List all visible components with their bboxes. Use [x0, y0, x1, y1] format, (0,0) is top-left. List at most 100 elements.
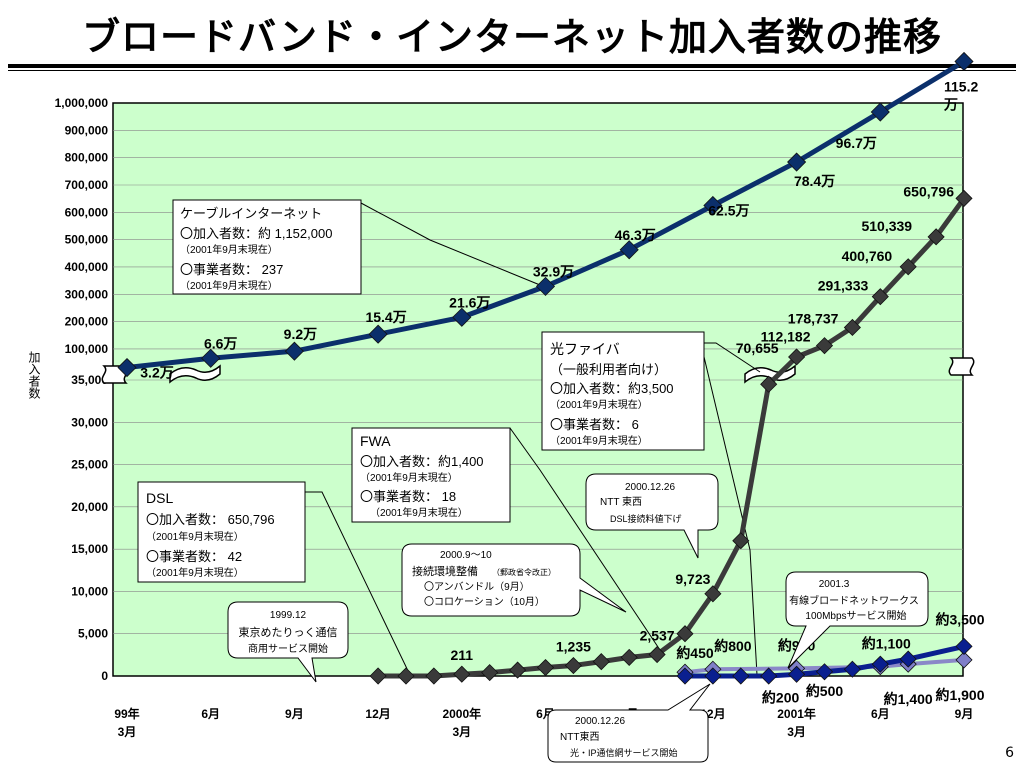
data-point-marker: [955, 651, 973, 669]
fwa-box-subs-date: （2001年9月末現在）: [360, 471, 458, 484]
fiber-box-title: 光ファイバ: [550, 341, 620, 357]
data-point-marker: [843, 318, 861, 337]
series-2: [676, 651, 973, 681]
dsl-box-title: DSL: [146, 490, 173, 506]
c2001-3-line2: 100Mbpsサービス開始: [805, 609, 906, 622]
cable-label: 15.4万: [365, 309, 406, 325]
dsl-label: 9,723: [675, 571, 710, 587]
axis-break-marks: [101, 357, 975, 384]
x-tick-label: 12月: [365, 707, 390, 721]
series-1: [369, 189, 973, 685]
y-tick-label: 25,000: [71, 458, 108, 472]
data-point-marker: [815, 663, 834, 681]
series-0: [117, 51, 974, 378]
data-point-marker: [592, 653, 610, 671]
y-tick-label: 700,000: [65, 178, 109, 192]
cable-label: 21.6万: [449, 294, 490, 310]
data-point-marker: [452, 307, 472, 327]
data-point-marker: [676, 667, 694, 685]
fwa-box-biz: 〇事業者数： 18: [360, 489, 456, 504]
data-point-marker: [535, 276, 556, 296]
cable-label: 3.2万: [140, 365, 173, 381]
data-point-marker: [815, 337, 834, 355]
title-divider: [8, 64, 1016, 68]
cable-label: 62.5万: [708, 202, 749, 218]
cable-box-title: ケーブルインターネット: [180, 206, 322, 221]
c2000-9-line1-note: （郵政省令改正）: [492, 567, 556, 577]
connector-line: [699, 339, 758, 676]
dsl-label: 211: [451, 647, 474, 663]
c2000-12b-line1: NTT東西: [560, 730, 599, 743]
series-3: [676, 637, 973, 685]
x-tick-labels: 99年3月6月9月12月2000年3月6月9月12月2001年3月6月9月: [114, 706, 973, 739]
data-point-marker: [369, 667, 387, 685]
callout-2000-12-fiber: 2000.12.26 NTT東西 光・IP通信網サービス開始: [547, 683, 711, 763]
data-point-marker: [536, 658, 555, 677]
fwa-box-title: FWA: [360, 433, 391, 449]
fwa-label: 約1,400: [884, 691, 933, 707]
connector-line: [360, 202, 541, 286]
data-point-marker: [453, 665, 471, 683]
data-point-marker: [509, 661, 527, 679]
c1999-date: 1999.12: [270, 610, 307, 621]
y-tick-label: 20,000: [71, 500, 108, 514]
dsl-box-biz: 〇事業者数： 42: [146, 549, 242, 564]
callout-connectors: [305, 202, 761, 676]
dsl-label: 1,235: [556, 639, 591, 655]
c2001-3-line1: 有線ブロードネットワークス: [789, 594, 919, 607]
c1999-line2: 商用サービス開始: [248, 642, 328, 655]
cable-label: 115.2 万: [943, 78, 978, 112]
fiber-box-subs-date: （2001年9月末現在）: [550, 398, 648, 411]
dsl-info-box: DSL 〇加入者数： 650,796 （2001年9月末現在） 〇事業者数： 4…: [137, 481, 306, 583]
y-tick-label: 5,000: [78, 627, 108, 641]
data-point-marker: [397, 667, 415, 685]
data-point-marker: [425, 667, 443, 685]
data-point-marker: [704, 667, 722, 685]
c2000-12a-line2: DSL接続料値下げ: [610, 513, 682, 524]
x-tick-label: 2000年 3月: [442, 706, 481, 739]
title-divider-thin: [8, 70, 1016, 71]
cable-label: 78.4万: [794, 173, 835, 189]
y-axis-label: 加入者数: [27, 351, 41, 400]
data-point-marker: [481, 664, 499, 682]
fwa-label: 約800: [714, 638, 752, 654]
callout-2000-9: 2000.9～10 接続環境整備 （郵政省令改正） 〇アンバンドル（9月） 〇コ…: [401, 543, 627, 617]
data-point-marker: [899, 650, 917, 668]
dsl-label: 112,182: [761, 329, 811, 345]
dsl-label: 650,796: [903, 183, 954, 199]
dsl-label: 2,537: [640, 628, 675, 644]
fiber-info-box: 光ファイバ （一般利用者向け） 〇加入者数：約3,500 （2001年9月末現在…: [541, 331, 705, 451]
data-point-marker: [676, 625, 694, 643]
y-tick-label: 600,000: [65, 205, 109, 219]
c2001-3-date: 2001.3: [819, 579, 850, 590]
fwa-label: 約1,900: [935, 687, 984, 703]
data-point-marker: [843, 660, 861, 678]
data-point-marker: [899, 258, 917, 276]
connector-line: [509, 427, 661, 651]
series-line: [378, 196, 967, 679]
data-point-marker: [732, 667, 750, 685]
cable-box-biz: 〇事業者数： 237: [180, 262, 283, 277]
fwa-label: 約1,100: [862, 636, 911, 652]
cable-label: 32.9万: [533, 263, 574, 279]
dsl-box-subs-date: （2001年9月末現在）: [146, 530, 244, 543]
cable-info-box: ケーブルインターネット 〇加入者数：約 1,152,000 （2001年9月末現…: [172, 199, 362, 295]
data-point-marker: [787, 152, 807, 172]
dsl-label: 178,737: [788, 310, 839, 326]
data-point-marker: [927, 228, 945, 246]
fiber-label: 約200: [762, 689, 800, 705]
y-tick-labels: 1,000,000 900,000 800,000 700,000 600,000 500…: [55, 96, 109, 683]
data-point-marker: [954, 51, 974, 72]
connector-line: [305, 491, 411, 676]
dsl-label: 510,339: [861, 218, 912, 234]
data-point-marker: [117, 357, 137, 378]
y-tick-label: 0: [101, 669, 108, 683]
c1999-line1: 東京めたりっく通信: [239, 625, 338, 639]
fiber-box-biz: 〇事業者数： 6: [550, 417, 639, 432]
data-point-marker: [788, 665, 806, 683]
fwa-info-box: FWA 〇加入者数：約1,400 （2001年9月末現在） 〇事業者数： 18 …: [351, 427, 511, 523]
c2000-12b-line2: 光・IP通信網サービス開始: [570, 747, 678, 758]
series-layer: [117, 51, 974, 685]
fwa-box-biz-date: （2001年9月末現在）: [370, 506, 468, 519]
c2000-9-date: 2000.9～10: [440, 550, 492, 561]
